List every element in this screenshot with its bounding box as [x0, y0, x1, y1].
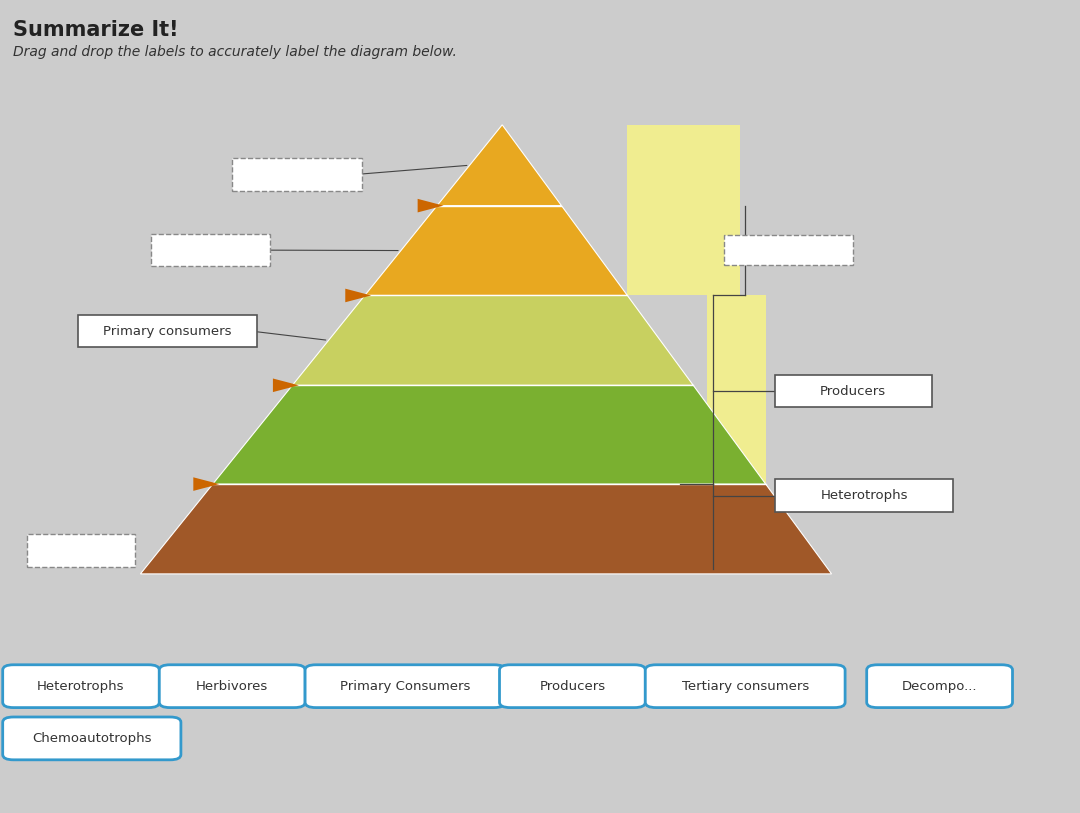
Text: Primary Consumers: Primary Consumers — [340, 680, 470, 693]
FancyBboxPatch shape — [78, 315, 257, 347]
FancyBboxPatch shape — [775, 375, 931, 407]
FancyBboxPatch shape — [160, 665, 305, 707]
Text: Chemoautotrophs: Chemoautotrophs — [32, 732, 151, 745]
Text: Tertiary consumers: Tertiary consumers — [681, 680, 809, 693]
Polygon shape — [273, 379, 299, 392]
Text: Drag and drop the labels to accurately label the diagram below.: Drag and drop the labels to accurately l… — [13, 45, 457, 59]
Polygon shape — [437, 125, 562, 206]
Bar — [627, 125, 740, 295]
FancyBboxPatch shape — [3, 717, 180, 760]
Bar — [707, 295, 766, 484]
FancyBboxPatch shape — [232, 159, 362, 190]
FancyBboxPatch shape — [151, 234, 270, 267]
Polygon shape — [140, 484, 832, 574]
Text: Primary consumers: Primary consumers — [104, 324, 231, 337]
Polygon shape — [213, 385, 766, 484]
FancyBboxPatch shape — [499, 665, 646, 707]
Polygon shape — [346, 289, 372, 302]
Polygon shape — [293, 295, 693, 385]
FancyBboxPatch shape — [867, 665, 1013, 707]
Polygon shape — [193, 477, 219, 491]
Polygon shape — [365, 206, 627, 295]
FancyBboxPatch shape — [27, 534, 135, 567]
Text: Heterotrophs: Heterotrophs — [37, 680, 125, 693]
Text: Decompo...: Decompo... — [902, 680, 977, 693]
Text: Producers: Producers — [539, 680, 606, 693]
Polygon shape — [418, 199, 444, 212]
FancyBboxPatch shape — [724, 235, 853, 265]
Text: Herbivores: Herbivores — [197, 680, 268, 693]
Text: Summarize It!: Summarize It! — [13, 20, 178, 41]
FancyBboxPatch shape — [646, 665, 846, 707]
Text: Producers: Producers — [820, 385, 887, 398]
FancyBboxPatch shape — [775, 480, 954, 511]
FancyBboxPatch shape — [305, 665, 504, 707]
FancyBboxPatch shape — [2, 665, 160, 707]
Text: Heterotrophs: Heterotrophs — [820, 489, 908, 502]
